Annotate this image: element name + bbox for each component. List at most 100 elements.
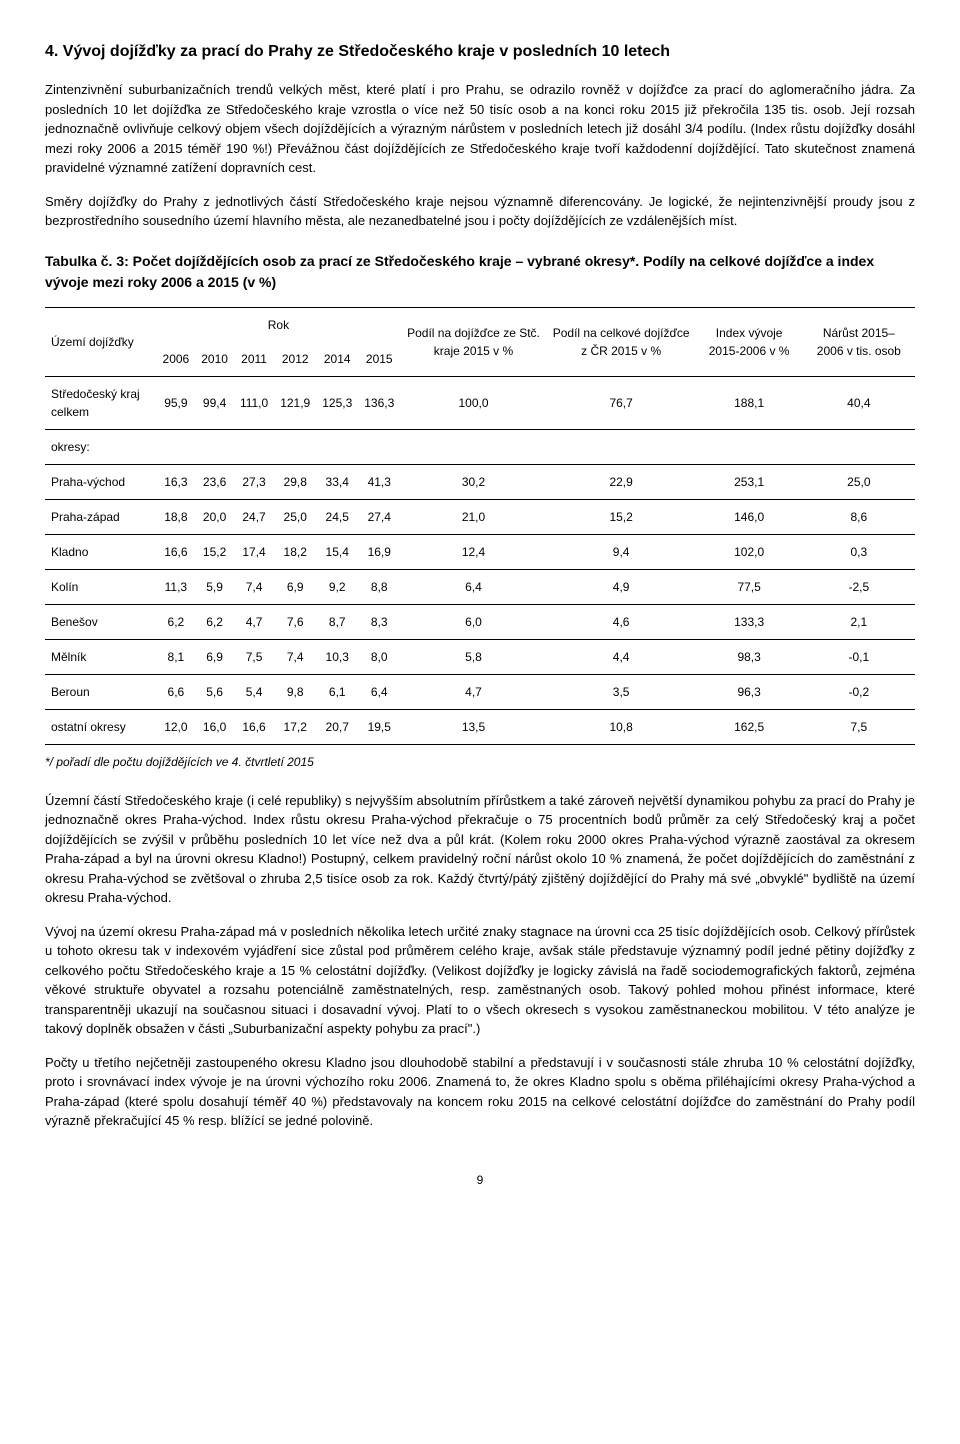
table-row: Praha-západ18,820,024,725,024,527,421,01… bbox=[45, 499, 915, 534]
cell-value: 30,2 bbox=[400, 464, 546, 499]
row-label: Praha-západ bbox=[45, 499, 157, 534]
cell-value: 16,6 bbox=[157, 534, 196, 569]
table-section-row: okresy: bbox=[45, 429, 915, 464]
paragraph-4: Vývoj na území okresu Praha-západ má v p… bbox=[45, 922, 915, 1039]
cell-value: 9,8 bbox=[274, 674, 316, 709]
cell-value: -0,1 bbox=[803, 639, 915, 674]
cell-value: 7,5 bbox=[234, 639, 274, 674]
table-row: Kolín11,35,97,46,99,28,86,44,977,5-2,5 bbox=[45, 569, 915, 604]
cell-value: 77,5 bbox=[696, 569, 803, 604]
cell-value: 5,8 bbox=[400, 639, 546, 674]
col-header-territory: Území dojížďky bbox=[45, 307, 157, 376]
cell-value: 21,0 bbox=[400, 499, 546, 534]
cell-value: 17,2 bbox=[274, 709, 316, 744]
cell-value: 4,9 bbox=[547, 569, 696, 604]
col-header-year: 2006 bbox=[157, 342, 196, 377]
row-label: Beroun bbox=[45, 674, 157, 709]
cell-value: 111,0 bbox=[234, 376, 274, 429]
data-table: Území dojížďky Rok Podíl na dojížďce ze … bbox=[45, 307, 915, 745]
paragraph-2: Směry dojížďky do Prahy z jednotlivých č… bbox=[45, 192, 915, 231]
cell-value: 20,0 bbox=[195, 499, 234, 534]
cell-value: 12,0 bbox=[157, 709, 196, 744]
cell-value: 15,4 bbox=[316, 534, 358, 569]
col-header-year: 2012 bbox=[274, 342, 316, 377]
cell-value: 99,4 bbox=[195, 376, 234, 429]
cell-value: 6,2 bbox=[157, 604, 196, 639]
cell-value: 8,3 bbox=[358, 604, 400, 639]
table-row: Praha-východ16,323,627,329,833,441,330,2… bbox=[45, 464, 915, 499]
cell-value: 6,4 bbox=[358, 674, 400, 709]
col-header-year: 2014 bbox=[316, 342, 358, 377]
cell-value: 6,9 bbox=[274, 569, 316, 604]
cell-value: 24,5 bbox=[316, 499, 358, 534]
cell-value: 76,7 bbox=[547, 376, 696, 429]
col-header-year: 2010 bbox=[195, 342, 234, 377]
row-label: ostatní okresy bbox=[45, 709, 157, 744]
cell-value: 121,9 bbox=[274, 376, 316, 429]
table-row: Středočeský kraj celkem95,999,4111,0121,… bbox=[45, 376, 915, 429]
cell-value: 41,3 bbox=[358, 464, 400, 499]
cell-value: 20,7 bbox=[316, 709, 358, 744]
cell-value: 7,4 bbox=[234, 569, 274, 604]
cell-value: 6,0 bbox=[400, 604, 546, 639]
cell-value: 27,3 bbox=[234, 464, 274, 499]
cell-value: 9,4 bbox=[547, 534, 696, 569]
cell-value: 96,3 bbox=[696, 674, 803, 709]
cell-value: 17,4 bbox=[234, 534, 274, 569]
section-heading: 4. Vývoj dojížďky za prací do Prahy ze S… bbox=[45, 40, 915, 64]
cell-value: 16,6 bbox=[234, 709, 274, 744]
cell-value: 5,4 bbox=[234, 674, 274, 709]
cell-value: 4,6 bbox=[547, 604, 696, 639]
cell-value: 4,4 bbox=[547, 639, 696, 674]
cell-value: 7,5 bbox=[803, 709, 915, 744]
cell-value: 40,4 bbox=[803, 376, 915, 429]
cell-value: 8,7 bbox=[316, 604, 358, 639]
cell-value: 27,4 bbox=[358, 499, 400, 534]
row-label: Středočeský kraj celkem bbox=[45, 376, 157, 429]
table-row: Beroun6,65,65,49,86,16,44,73,596,3-0,2 bbox=[45, 674, 915, 709]
cell-value: 23,6 bbox=[195, 464, 234, 499]
cell-value: 0,3 bbox=[803, 534, 915, 569]
cell-value: 6,4 bbox=[400, 569, 546, 604]
cell-value: 162,5 bbox=[696, 709, 803, 744]
cell-value: 4,7 bbox=[400, 674, 546, 709]
cell-value: 7,4 bbox=[274, 639, 316, 674]
cell-value: 5,9 bbox=[195, 569, 234, 604]
cell-value: -2,5 bbox=[803, 569, 915, 604]
cell-value: 24,7 bbox=[234, 499, 274, 534]
cell-value: 8,0 bbox=[358, 639, 400, 674]
cell-value: 10,8 bbox=[547, 709, 696, 744]
paragraph-1: Zintenzivnění suburbanizačních trendů ve… bbox=[45, 80, 915, 178]
cell-value: 29,8 bbox=[274, 464, 316, 499]
cell-value: 15,2 bbox=[195, 534, 234, 569]
cell-value: 6,9 bbox=[195, 639, 234, 674]
col-header-year-group: Rok bbox=[157, 307, 401, 342]
cell-value: 188,1 bbox=[696, 376, 803, 429]
cell-value: 8,6 bbox=[803, 499, 915, 534]
cell-value: 11,3 bbox=[157, 569, 196, 604]
col-header-growth: Nárůst 2015– 2006 v tis. osob bbox=[803, 307, 915, 376]
cell-value: 18,8 bbox=[157, 499, 196, 534]
cell-value: 98,3 bbox=[696, 639, 803, 674]
row-label: Praha-východ bbox=[45, 464, 157, 499]
row-label: Kladno bbox=[45, 534, 157, 569]
table-row: Kladno16,615,217,418,215,416,912,49,4102… bbox=[45, 534, 915, 569]
table-footnote: */ pořadí dle počtu dojíždějících ve 4. … bbox=[45, 753, 915, 771]
section-label: okresy: bbox=[45, 429, 915, 464]
cell-value: 25,0 bbox=[803, 464, 915, 499]
table-row: Benešov6,26,24,77,68,78,36,04,6133,32,1 bbox=[45, 604, 915, 639]
cell-value: 19,5 bbox=[358, 709, 400, 744]
cell-value: 133,3 bbox=[696, 604, 803, 639]
cell-value: -0,2 bbox=[803, 674, 915, 709]
cell-value: 95,9 bbox=[157, 376, 196, 429]
col-header-share-stc: Podíl na dojížďce ze Stč. kraje 2015 v % bbox=[400, 307, 546, 376]
cell-value: 136,3 bbox=[358, 376, 400, 429]
cell-value: 3,5 bbox=[547, 674, 696, 709]
cell-value: 15,2 bbox=[547, 499, 696, 534]
cell-value: 4,7 bbox=[234, 604, 274, 639]
cell-value: 5,6 bbox=[195, 674, 234, 709]
cell-value: 102,0 bbox=[696, 534, 803, 569]
cell-value: 100,0 bbox=[400, 376, 546, 429]
cell-value: 2,1 bbox=[803, 604, 915, 639]
table-row: Mělník8,16,97,57,410,38,05,84,498,3-0,1 bbox=[45, 639, 915, 674]
